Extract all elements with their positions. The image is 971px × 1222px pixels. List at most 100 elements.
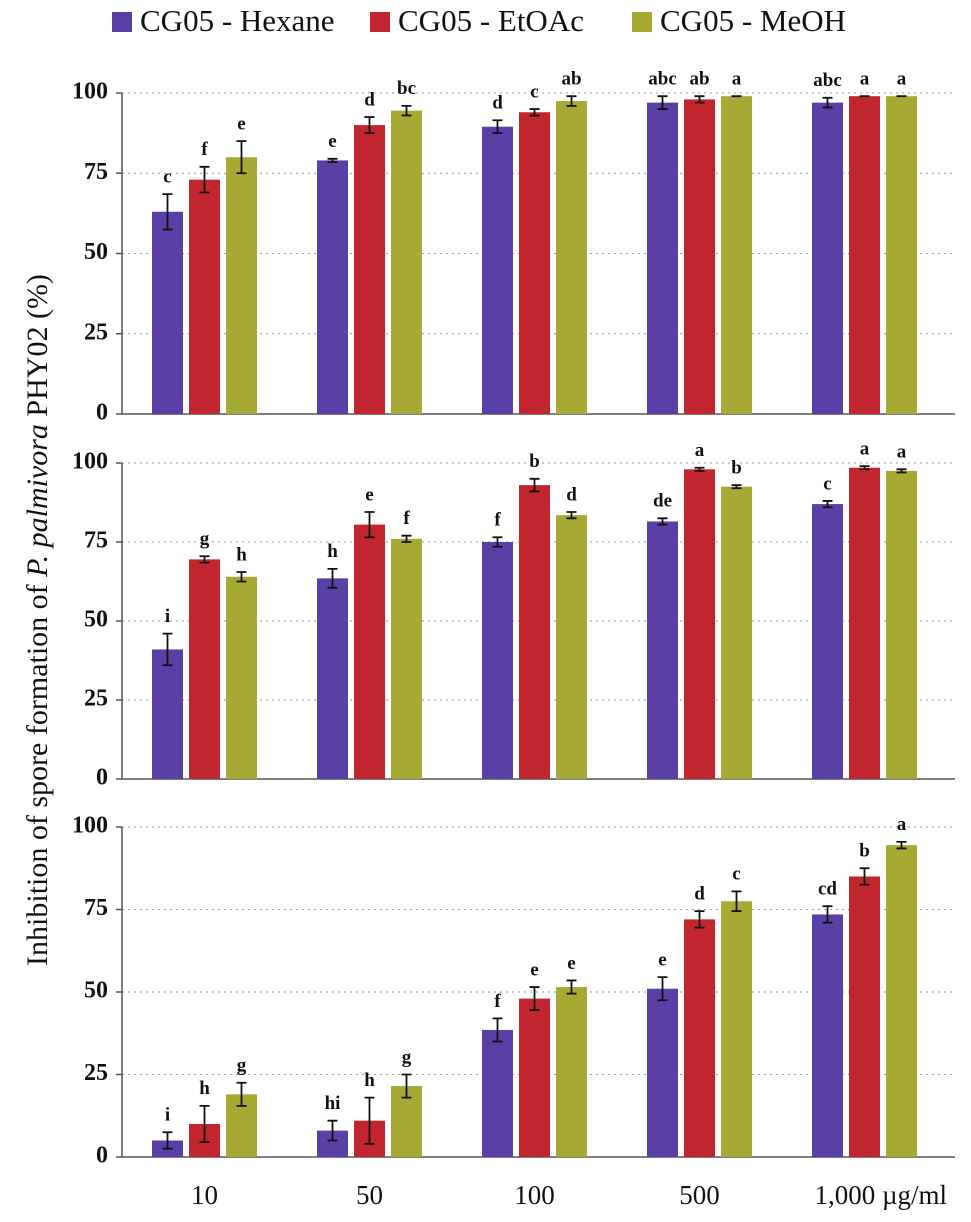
significance-letter: d [364,89,375,110]
bar [519,485,550,779]
significance-letter: e [365,484,373,505]
significance-letter: d [566,484,577,505]
significance-letter: ab [561,69,581,90]
y-tick-label: 75 [84,159,108,185]
y-tick-label: 0 [96,1143,108,1169]
significance-letter: a [732,69,742,90]
significance-letter: a [695,440,705,461]
significance-letter: bc [397,78,416,99]
bar [317,160,348,414]
significance-letter: b [529,451,540,472]
significance-letter: ab [689,69,709,90]
bar [886,471,917,779]
significance-letter: c [163,166,171,187]
y-tick-label: 100 [72,79,108,105]
significance-letter: a [860,439,870,460]
legend-label: CG05 - MeOH [660,3,846,38]
significance-letter: i [165,1105,170,1126]
bar [354,525,385,779]
y-tick-label: 25 [84,319,108,345]
y-tick-label: 75 [84,895,108,921]
y-axis-label: Inhibition of spore formation of P. palm… [21,274,54,966]
significance-letter: c [530,81,538,102]
x-tick-label: 100 [514,1180,555,1210]
significance-letter: cd [818,879,837,900]
y-tick-label: 50 [84,978,108,1004]
bar [556,515,587,779]
significance-letter: h [364,1070,375,1091]
significance-letter: f [403,508,410,529]
significance-letter: d [694,884,705,905]
bar [684,99,715,414]
significance-letter: e [237,114,245,135]
significance-letter: hi [325,1093,341,1114]
bar [812,504,843,779]
significance-letter: g [237,1055,247,1076]
bar [391,539,422,779]
bar [226,577,257,779]
bar [721,96,752,414]
bar [152,649,183,779]
bar [684,469,715,779]
y-tick-label: 100 [72,449,108,475]
bar [849,877,880,1158]
significance-letter: e [530,959,538,980]
bar [849,96,880,414]
x-tick-label: 500 [679,1180,720,1210]
significance-letter: f [494,991,501,1012]
bar [317,578,348,779]
bar [556,987,587,1157]
y-tick-label: 25 [84,686,108,712]
bar [849,468,880,779]
legend-label: CG05 - EtOAc [398,3,584,38]
bar [812,103,843,414]
significance-letter: b [859,841,870,862]
y-tick-label: 50 [84,607,108,633]
y-label-part: Inhibition of spore formation of [21,577,54,966]
significance-letter: a [897,69,907,90]
bar [226,157,257,414]
chart: Inhibition of spore formation of P. palm… [0,0,971,1222]
bar [519,112,550,414]
bar [684,919,715,1157]
significance-letter: de [653,491,672,512]
bar [189,180,220,414]
bar [519,999,550,1157]
bar [354,125,385,414]
legend-swatch [112,12,132,32]
y-tick-label: 100 [72,813,108,839]
significance-letter: abc [648,69,677,90]
significance-letter: a [897,442,907,463]
legend-swatch [370,12,390,32]
y-label-part: P. palmivora [21,424,54,578]
significance-letter: h [327,541,338,562]
x-tick-label: 50 [356,1180,383,1210]
bar [647,989,678,1157]
bar [812,914,843,1157]
significance-letter: h [236,544,247,565]
x-tick-label: 10 [191,1180,218,1210]
significance-letter: e [658,950,666,971]
significance-letter: i [165,606,170,627]
significance-letter: h [199,1078,210,1099]
bar [189,559,220,779]
bar [482,542,513,779]
bar [482,1030,513,1157]
bar [647,103,678,414]
significance-letter: e [567,953,575,974]
bar [886,845,917,1157]
bar [556,101,587,414]
significance-letter: c [823,473,831,494]
significance-letter: g [200,529,210,550]
y-tick-label: 75 [84,528,108,554]
y-tick-label: 0 [96,400,108,426]
significance-letter: f [494,510,501,531]
significance-letter: f [201,139,208,160]
bar [152,212,183,414]
significance-letter: b [731,457,742,478]
significance-letter: a [897,814,907,835]
significance-letter: c [732,864,740,885]
significance-letter: g [402,1047,412,1068]
y-tick-label: 50 [84,239,108,265]
bar [391,111,422,414]
